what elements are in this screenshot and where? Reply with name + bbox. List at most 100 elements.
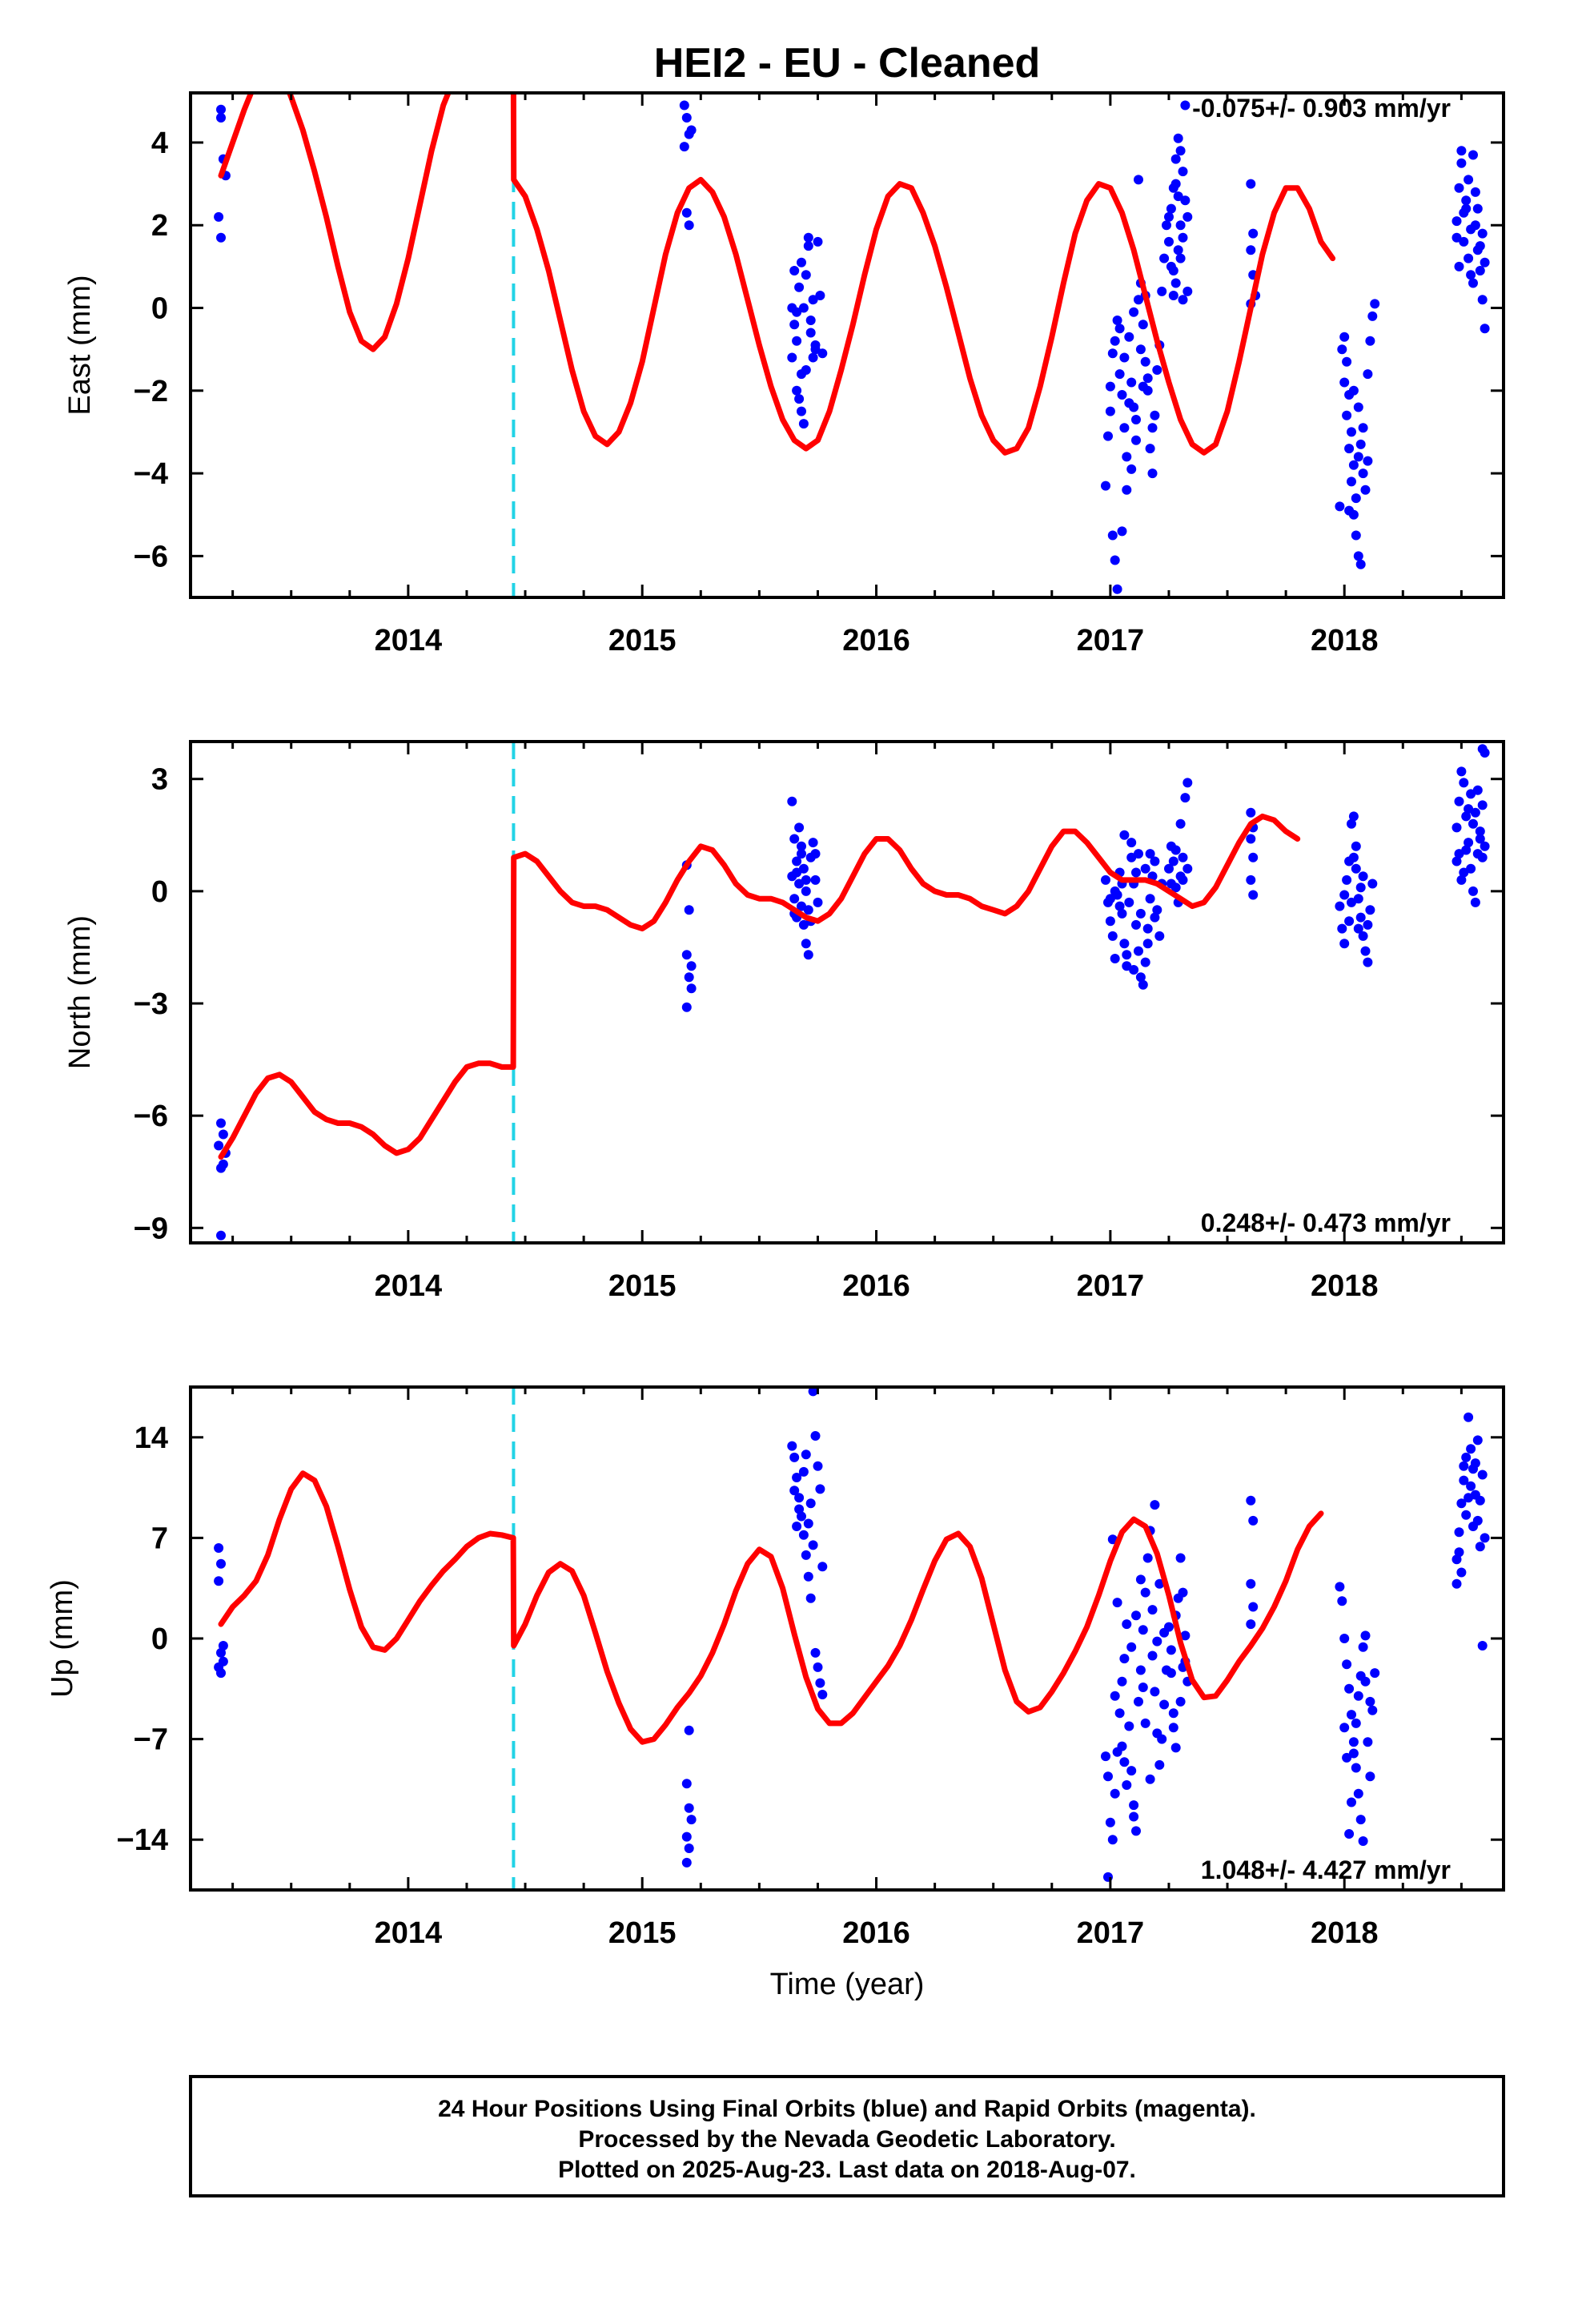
east-data-point bbox=[681, 113, 692, 123]
north-data-point bbox=[1117, 908, 1127, 919]
north-data-point bbox=[798, 919, 809, 930]
north-data-point bbox=[801, 939, 811, 949]
north-data-point bbox=[1135, 908, 1146, 919]
east-data-point bbox=[1173, 133, 1183, 143]
east-data-point bbox=[794, 282, 805, 292]
north-data-point bbox=[684, 905, 694, 915]
north-data-point bbox=[1150, 856, 1160, 866]
north-data-point bbox=[214, 1140, 224, 1151]
up-data-point bbox=[815, 1678, 825, 1688]
east-model-curve bbox=[218, 93, 1336, 456]
north-x-tick-label: 2017 bbox=[1077, 1269, 1145, 1303]
up-data-point bbox=[1142, 1553, 1153, 1563]
east-data-point bbox=[1173, 191, 1183, 202]
up-data-point bbox=[681, 1779, 692, 1789]
up-data-point bbox=[1464, 1493, 1474, 1503]
up-data-point bbox=[817, 1690, 828, 1699]
east-data-point bbox=[1348, 460, 1359, 470]
north-plot-area bbox=[214, 742, 1490, 1243]
up-y-tick-label: 0 bbox=[151, 1622, 168, 1656]
up-data-point bbox=[686, 1815, 697, 1825]
up-data-point bbox=[1131, 1610, 1141, 1621]
up-data-point bbox=[681, 1831, 692, 1842]
up-data-point bbox=[1464, 1412, 1474, 1422]
east-data-point bbox=[1159, 253, 1170, 263]
north-data-point bbox=[1335, 901, 1345, 911]
up-data-point bbox=[1461, 1452, 1472, 1462]
up-data-point bbox=[1101, 1751, 1110, 1762]
north-data-point bbox=[1337, 923, 1347, 934]
up-data-point bbox=[1140, 1587, 1150, 1598]
up-data-point bbox=[1140, 1718, 1150, 1728]
north-data-point bbox=[1468, 818, 1478, 829]
footer-note-line-2: Processed by the Nevada Geodetic Laborat… bbox=[578, 2126, 1115, 2153]
east-data-point bbox=[1344, 444, 1355, 454]
north-data-point bbox=[1142, 939, 1153, 949]
east-data-point bbox=[216, 104, 226, 115]
east-data-point bbox=[1164, 211, 1174, 222]
up-x-tick-label: 2014 bbox=[375, 1916, 443, 1950]
up-data-point bbox=[1246, 1578, 1256, 1589]
up-data-point bbox=[1157, 1734, 1167, 1744]
east-data-point bbox=[1477, 295, 1488, 305]
north-data-point bbox=[1339, 890, 1350, 900]
east-data-point bbox=[1351, 530, 1361, 541]
east-data-point bbox=[1110, 555, 1120, 565]
east-data-point bbox=[1103, 431, 1113, 441]
up-data-point bbox=[1351, 1763, 1361, 1773]
east-data-point bbox=[679, 100, 689, 111]
north-data-point bbox=[797, 849, 806, 859]
north-data-point bbox=[1348, 811, 1359, 822]
north-data-point bbox=[1129, 965, 1139, 975]
east-data-point bbox=[1140, 356, 1150, 367]
east-y-axis-label: East (mm) bbox=[63, 275, 97, 415]
east-x-tick-label: 2018 bbox=[1311, 624, 1379, 657]
east-data-point bbox=[1339, 377, 1350, 388]
north-data-point bbox=[789, 894, 800, 904]
north-data-point bbox=[1355, 883, 1366, 893]
east-data-point bbox=[1335, 501, 1345, 512]
footer-note-box bbox=[189, 2075, 1505, 2197]
up-data-point bbox=[1103, 1771, 1113, 1782]
east-data-point bbox=[1353, 452, 1363, 462]
east-data-point bbox=[1164, 236, 1174, 247]
east-data-point bbox=[1347, 427, 1356, 437]
east-data-point bbox=[1353, 402, 1363, 412]
up-data-point bbox=[1180, 1630, 1191, 1641]
up-data-point bbox=[1170, 1743, 1181, 1753]
east-data-point bbox=[1175, 146, 1186, 156]
east-data-point bbox=[686, 125, 697, 135]
north-data-point bbox=[1342, 875, 1352, 885]
east-data-point bbox=[1170, 179, 1181, 189]
up-plot-area bbox=[214, 1387, 1490, 1890]
east-data-point bbox=[803, 232, 813, 243]
east-data-point bbox=[1152, 365, 1162, 375]
up-data-point bbox=[1145, 1774, 1155, 1784]
north-data-point bbox=[1355, 912, 1366, 923]
up-data-point bbox=[1129, 1811, 1139, 1822]
north-data-point bbox=[1353, 923, 1363, 934]
east-data-point bbox=[797, 406, 806, 416]
up-data-point bbox=[1122, 1619, 1132, 1630]
north-x-tick-label: 2016 bbox=[842, 1269, 910, 1303]
north-data-point bbox=[1344, 916, 1355, 927]
east-data-point bbox=[1105, 381, 1115, 392]
north-data-point bbox=[1134, 849, 1143, 859]
north-data-point bbox=[1475, 834, 1485, 844]
up-data-point bbox=[1117, 1741, 1127, 1751]
up-x-tick-label: 2015 bbox=[608, 1916, 677, 1950]
up-data-point bbox=[1122, 1780, 1132, 1790]
east-data-point bbox=[1178, 295, 1188, 305]
north-data-point bbox=[216, 1230, 226, 1240]
east-data-point bbox=[1119, 423, 1130, 433]
up-data-point bbox=[798, 1530, 809, 1540]
north-y-tick-label: −3 bbox=[134, 987, 168, 1021]
east-data-point bbox=[1355, 559, 1366, 569]
north-data-point bbox=[801, 875, 811, 885]
east-y-tick-label: −4 bbox=[134, 457, 168, 491]
north-data-point bbox=[1110, 954, 1120, 963]
footer-note-line-1: 24 Hour Positions Using Final Orbits (bl… bbox=[438, 2096, 1256, 2122]
up-data-point bbox=[810, 1647, 821, 1658]
north-data-point bbox=[1339, 939, 1350, 949]
up-data-point bbox=[1246, 1619, 1256, 1630]
